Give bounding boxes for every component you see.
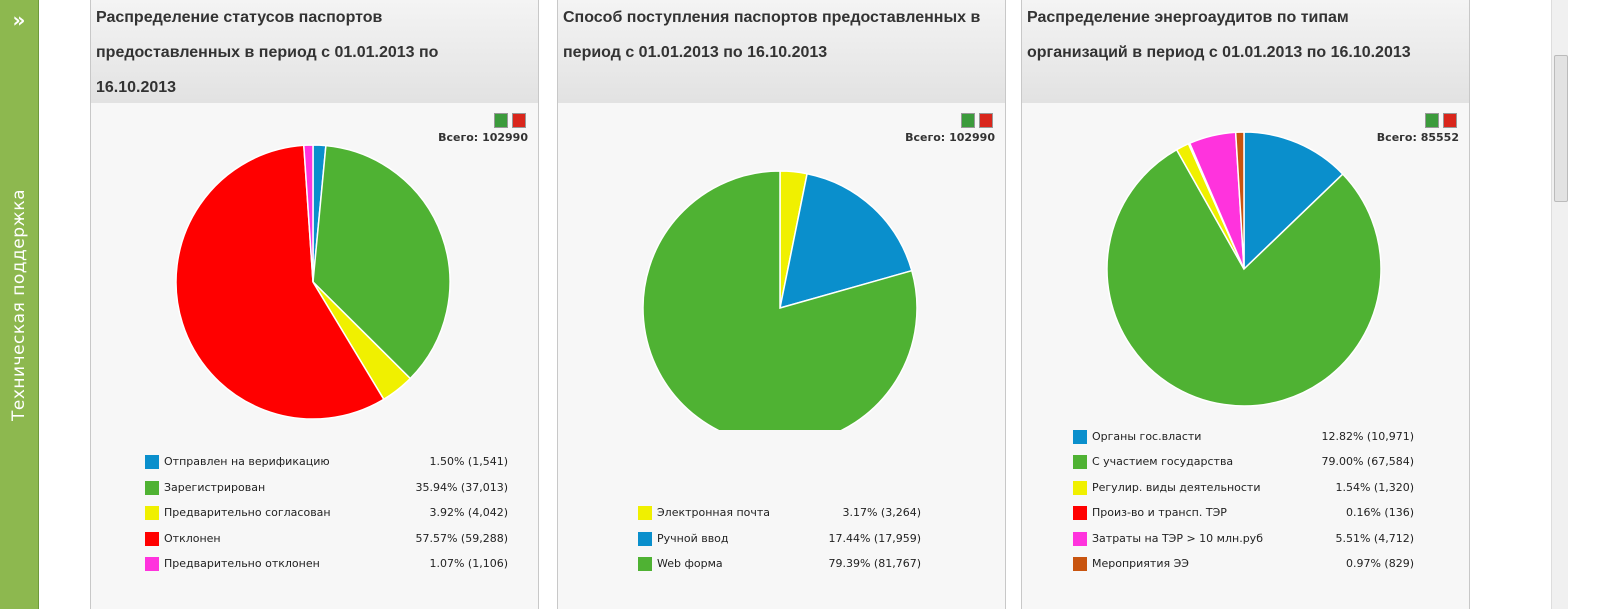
- legend-label: Предварительно согласован: [164, 506, 331, 519]
- legend-swatch: [638, 557, 652, 571]
- value-label: 0.97% (829): [1345, 557, 1414, 570]
- legend-label: Отправлен на верификацию: [164, 455, 330, 468]
- pie-slice: [1106, 148, 1382, 407]
- legend-label: Произ-во и трансп. ТЭР: [1092, 506, 1227, 519]
- panel-header: Распределение энергоаудитов по типам орг…: [1022, 0, 1469, 103]
- chart-title: Распределение энергоаудитов по типам орг…: [1027, 9, 1411, 61]
- chart-panel: Распределение статусов паспортов предост…: [90, 0, 539, 609]
- legend-label: Электронная почта: [657, 506, 771, 519]
- export-pdf[interactable]: [979, 113, 993, 128]
- pie-slice: [312, 144, 451, 380]
- value-label: 1.07% (1,106): [429, 557, 508, 570]
- value-label: 3.92% (4,042): [429, 506, 508, 519]
- legend-swatch: [145, 506, 159, 520]
- total-value: 85552: [1420, 131, 1459, 144]
- value-label: 1.50% (1,541): [429, 455, 508, 468]
- value-label: 3.17% (3,264): [842, 506, 921, 519]
- panel-header: Распределение статусов паспортов предост…: [91, 0, 538, 103]
- pie-chart: [1106, 131, 1382, 407]
- pie-slice: [1234, 131, 1245, 270]
- legend-label: Мероприятия ЭЭ: [1092, 557, 1189, 570]
- legend-swatch: [1073, 506, 1087, 520]
- chart-title: Способ поступления паспортов предоставле…: [563, 9, 981, 61]
- legend-swatch: [145, 557, 159, 571]
- legend-swatch: [1073, 455, 1087, 469]
- legend-swatch: [1073, 557, 1087, 571]
- legend-swatch: [145, 480, 159, 495]
- legend-label: Web форма: [657, 557, 723, 570]
- value-label: 12.82% (10,971): [1321, 429, 1414, 443]
- legend-label: Регулир. виды деятельности: [1092, 480, 1261, 494]
- value-label: 17.44% (17,959): [828, 531, 921, 545]
- export-excel[interactable]: [1425, 113, 1439, 128]
- total-label: Всего:: [905, 131, 946, 144]
- total-value: 102990: [482, 131, 528, 144]
- legend-swatch: [145, 455, 159, 469]
- legend-swatch: [145, 531, 159, 546]
- value-label: 79.00% (67,584): [1321, 455, 1414, 468]
- pie-slice: [175, 144, 385, 420]
- value-label: 1.54% (1,320): [1335, 480, 1414, 494]
- value-label: 5.51% (4,712): [1335, 531, 1414, 545]
- sidebar-label[interactable]: Техническая поддержка: [9, 188, 29, 422]
- total: Всего: 85552: [1377, 131, 1459, 144]
- export-excel[interactable]: [961, 113, 975, 128]
- chart-panel: Распределение энергоаудитов по типам орг…: [1021, 0, 1470, 609]
- pie-slice: [302, 144, 314, 283]
- pie-slice: [642, 170, 918, 430]
- pie-slice: [779, 172, 913, 310]
- legend-label: Отклонен: [164, 531, 221, 545]
- pie-chart: [642, 170, 918, 430]
- export-pdf[interactable]: [512, 113, 526, 128]
- pie-slice: [1243, 131, 1344, 271]
- scrollbar-thumb[interactable]: [1554, 55, 1568, 202]
- legend-label: Органы гос.власти: [1092, 429, 1202, 443]
- legend-swatch: [638, 506, 652, 520]
- legend-label: Затраты на ТЭР > 10 млн.руб: [1092, 531, 1263, 545]
- total-label: Всего:: [1376, 131, 1417, 144]
- value-label: 35.94% (37,013): [415, 480, 508, 494]
- export-pdf[interactable]: [1443, 113, 1457, 128]
- value-label: 79.39% (81,767): [828, 557, 921, 570]
- pie-chart: [175, 144, 451, 420]
- legend-label: С участием государства: [1092, 455, 1234, 468]
- total: Всего: 102990: [438, 131, 528, 144]
- value-label: 57.57% (59,288): [415, 531, 508, 545]
- scrollbar[interactable]: [1551, 0, 1568, 609]
- panel-header: Способ поступления паспортов предоставле…: [558, 0, 1005, 103]
- legend-swatch: [638, 531, 652, 546]
- sidebar[interactable]: » Техническая поддержка: [0, 0, 39, 609]
- legend-swatch: [1073, 429, 1087, 444]
- total-label: Всего:: [438, 131, 479, 144]
- chart-panel: Способ поступления паспортов предоставле…: [557, 0, 1006, 609]
- legend-label: Зарегистрирован: [164, 480, 266, 494]
- export-excel[interactable]: [494, 113, 508, 128]
- sidebar-toggle[interactable]: »: [12, 8, 26, 32]
- legend-label: Ручной ввод: [657, 531, 729, 545]
- legend-swatch: [1073, 480, 1087, 495]
- total-value: 102990: [949, 131, 995, 144]
- value-label: 0.16% (136): [1345, 506, 1414, 519]
- legend-label: Предварительно отклонен: [164, 557, 320, 570]
- chart-title: Распределение статусов паспортов предост…: [96, 9, 439, 96]
- legend-swatch: [1073, 531, 1087, 546]
- total: Всего: 102990: [905, 131, 995, 144]
